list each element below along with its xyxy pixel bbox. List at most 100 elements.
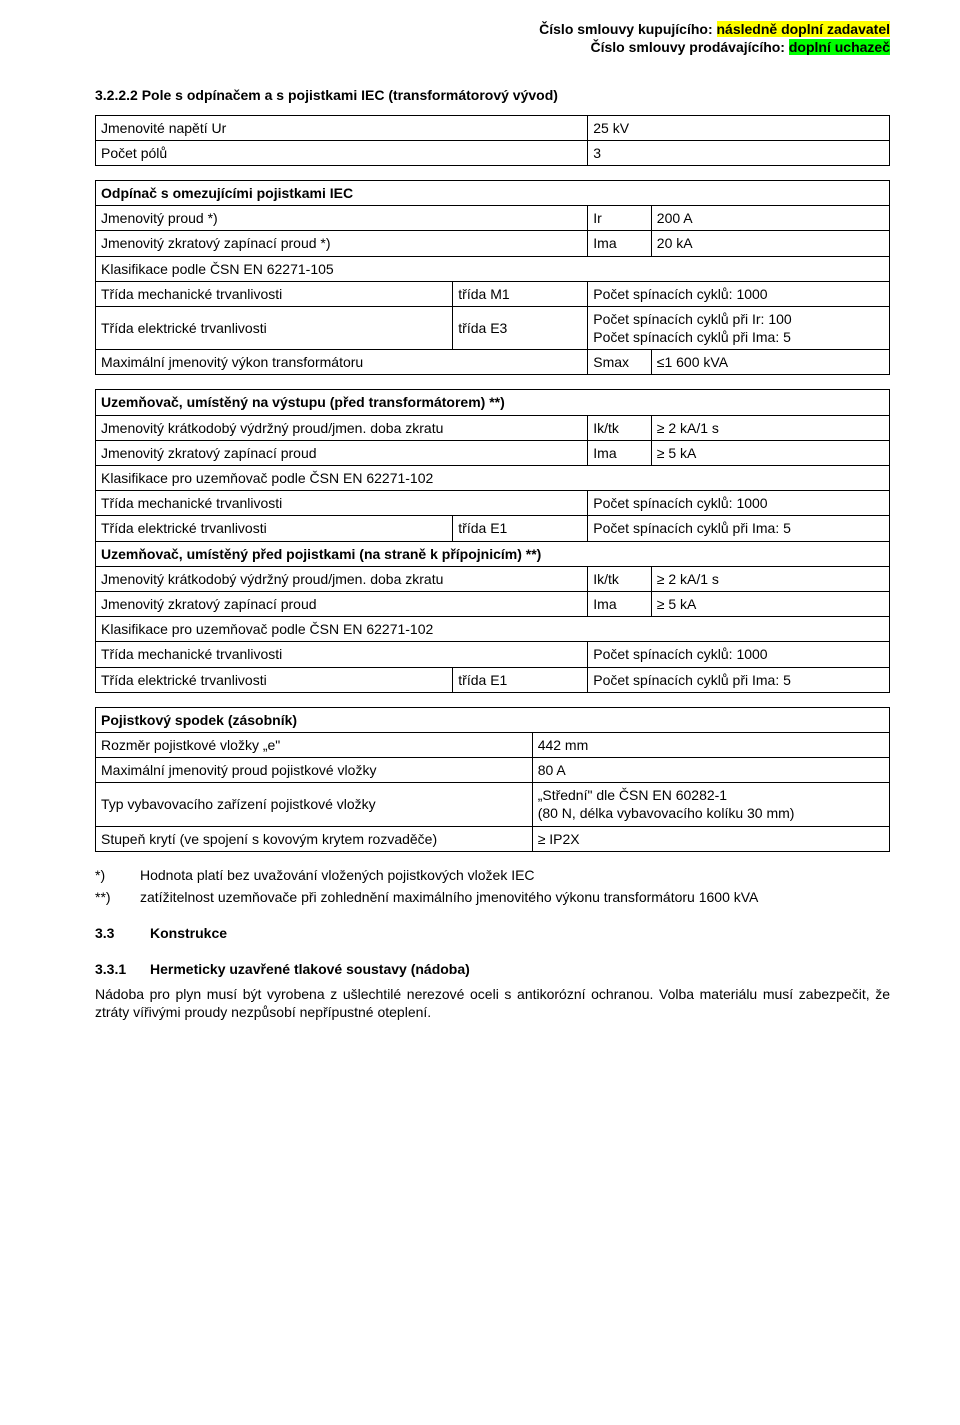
cell-label: Typ vybavovacího zařízení pojistkové vlo…: [96, 783, 533, 826]
cell-value: ≥ IP2X: [532, 826, 889, 851]
cell-label: Stupeň krytí (ve spojení s kovovým kryte…: [96, 826, 533, 851]
table-row: Třída elektrické trvanlivosti třída E1 P…: [96, 516, 890, 541]
cell-label: Třída mechanické trvanlivosti: [96, 281, 453, 306]
table-row: Jmenovitý proud *) Ir 200 A: [96, 206, 890, 231]
cell-value: Počet spínacích cyklů: 1000: [588, 281, 890, 306]
table-nominal: Jmenovité napětí Ur 25 kV Počet pólů 3: [95, 115, 890, 166]
cell-label: Jmenovité napětí Ur: [96, 115, 588, 140]
cell-symbol: Ik/tk: [588, 415, 652, 440]
group-heading: Odpínač s omezujícími pojistkami IEC: [96, 180, 890, 205]
cell-value: ≤1 600 kVA: [651, 350, 889, 375]
cell-label: Počet pólů: [96, 140, 588, 165]
table-row: Odpínač s omezujícími pojistkami IEC: [96, 180, 890, 205]
cell-symbol: Ima: [588, 591, 652, 616]
section-number: 3.3: [95, 924, 150, 942]
footnote-marker: **): [95, 888, 140, 906]
table-row: Třída mechanické trvanlivosti Počet spín…: [96, 642, 890, 667]
cell-label: Klasifikace podle ČSN EN 62271-105: [96, 256, 890, 281]
group-heading: Uzemňovač, umístěný před pojistkami (na …: [96, 541, 890, 566]
cell-label: Maximální jmenovitý proud pojistkové vlo…: [96, 758, 533, 783]
cell-label: Klasifikace pro uzemňovač podle ČSN EN 6…: [96, 466, 890, 491]
table-row: Klasifikace pro uzemňovač podle ČSN EN 6…: [96, 466, 890, 491]
cell-value: ≥ 2 kA/1 s: [651, 566, 889, 591]
cell-symbol: Ir: [588, 206, 652, 231]
table-row: Klasifikace podle ČSN EN 62271-105: [96, 256, 890, 281]
cell-value: Počet spínacích cyklů: 1000: [588, 491, 890, 516]
table-fuse-base: Pojistkový spodek (zásobník) Rozměr poji…: [95, 707, 890, 852]
section-heading: Konstrukce: [150, 924, 227, 942]
footnote-row: **) zatížitelnost uzemňovače při zohledn…: [95, 888, 890, 906]
cell-value: Počet spínacích cyklů při Ima: 5: [588, 516, 890, 541]
table-row: Maximální jmenovitý proud pojistkové vlo…: [96, 758, 890, 783]
cell-value: ≥ 5 kA: [651, 591, 889, 616]
header: Číslo smlouvy kupujícího: následně dopln…: [95, 20, 890, 56]
table-row: Počet pólů 3: [96, 140, 890, 165]
cell-value: 442 mm: [532, 732, 889, 757]
cell-symbol: Ima: [588, 440, 652, 465]
table-row: Jmenovitý krátkodobý výdržný proud/jmen.…: [96, 566, 890, 591]
table-row: Rozměr pojistkové vložky „e" 442 mm: [96, 732, 890, 757]
footnote-marker: *): [95, 866, 140, 884]
cell-value: Počet spínacích cyklů: 1000: [588, 642, 890, 667]
table-row: Klasifikace pro uzemňovač podle ČSN EN 6…: [96, 617, 890, 642]
cell-value: Počet spínacích cyklů při Ima: 5: [588, 667, 890, 692]
table-row: Třída elektrické trvanlivosti třída E3 P…: [96, 306, 890, 349]
cell-label: Jmenovitý krátkodobý výdržný proud/jmen.…: [96, 415, 588, 440]
section-title: 3.2.2.2 Pole s odpínačem a s pojistkami …: [95, 86, 890, 104]
table-row: Jmenovité napětí Ur 25 kV: [96, 115, 890, 140]
table-earthing: Uzemňovač, umístěný na výstupu (před tra…: [95, 389, 890, 692]
cell-label: Třída mechanické trvanlivosti: [96, 642, 588, 667]
section-3-3-1: 3.3.1 Hermeticky uzavřené tlakové sousta…: [95, 960, 890, 978]
section-number: 3.3.1: [95, 960, 150, 978]
cell-symbol: Ik/tk: [588, 566, 652, 591]
header-line2-highlight: doplní uchazeč: [789, 39, 890, 55]
footnotes: *) Hodnota platí bez uvažování vložených…: [95, 866, 890, 906]
cell-symbol: Ima: [588, 231, 652, 256]
table-row: Uzemňovač, umístěný na výstupu (před tra…: [96, 390, 890, 415]
cell-value: 20 kA: [651, 231, 889, 256]
group-heading: Uzemňovač, umístěný na výstupu (před tra…: [96, 390, 890, 415]
cell-value: „Střední" dle ČSN EN 60282-1 (80 N, délk…: [532, 783, 889, 826]
table-row: Typ vybavovacího zařízení pojistkové vlo…: [96, 783, 890, 826]
header-line1-prefix: Číslo smlouvy kupujícího:: [539, 21, 716, 37]
section-heading: Hermeticky uzavřené tlakové soustavy (ná…: [150, 960, 470, 978]
header-line-2: Číslo smlouvy prodávajícího: doplní ucha…: [95, 38, 890, 56]
table-row: Jmenovitý zkratový zapínací proud Ima ≥ …: [96, 440, 890, 465]
cell-label: Jmenovitý zkratový zapínací proud: [96, 591, 588, 616]
footnote-text: zatížitelnost uzemňovače při zohlednění …: [140, 888, 890, 906]
cell-label: Rozměr pojistkové vložky „e": [96, 732, 533, 757]
section-body: Nádoba pro plyn musí být vyrobena z ušle…: [95, 985, 890, 1021]
table-row: Třída mechanické trvanlivosti Počet spín…: [96, 491, 890, 516]
header-line1-highlight: následně doplní zadavatel: [717, 21, 891, 37]
table-row: Jmenovitý krátkodobý výdržný proud/jmen.…: [96, 415, 890, 440]
table-row: Jmenovitý zkratový zapínací proud *) Ima…: [96, 231, 890, 256]
cell-label: Třída elektrické trvanlivosti: [96, 516, 453, 541]
cell-label: Jmenovitý zkratový zapínací proud: [96, 440, 588, 465]
cell-class: třída E1: [453, 516, 588, 541]
table-row: Stupeň krytí (ve spojení s kovovým kryte…: [96, 826, 890, 851]
cell-value: ≥ 2 kA/1 s: [651, 415, 889, 440]
cell-value: 3: [588, 140, 890, 165]
cell-value: 25 kV: [588, 115, 890, 140]
cell-value: 200 A: [651, 206, 889, 231]
cell-value: 80 A: [532, 758, 889, 783]
cell-class: třída M1: [453, 281, 588, 306]
cell-label: Třída elektrické trvanlivosti: [96, 667, 453, 692]
table-row: Pojistkový spodek (zásobník): [96, 707, 890, 732]
page: Číslo smlouvy kupujícího: následně dopln…: [0, 0, 960, 1061]
table-row: Maximální jmenovitý výkon transformátoru…: [96, 350, 890, 375]
cell-value: ≥ 5 kA: [651, 440, 889, 465]
cell-class: třída E3: [453, 306, 588, 349]
cell-label: Klasifikace pro uzemňovač podle ČSN EN 6…: [96, 617, 890, 642]
table-row: Uzemňovač, umístěný před pojistkami (na …: [96, 541, 890, 566]
table-row: Třída elektrické trvanlivosti třída E1 P…: [96, 667, 890, 692]
group-heading: Pojistkový spodek (zásobník): [96, 707, 890, 732]
footnote-row: *) Hodnota platí bez uvažování vložených…: [95, 866, 890, 884]
cell-label: Třída elektrické trvanlivosti: [96, 306, 453, 349]
cell-label: Jmenovitý krátkodobý výdržný proud/jmen.…: [96, 566, 588, 591]
header-line-1: Číslo smlouvy kupujícího: následně dopln…: [95, 20, 890, 38]
cell-label: Maximální jmenovitý výkon transformátoru: [96, 350, 588, 375]
cell-label: Jmenovitý zkratový zapínací proud *): [96, 231, 588, 256]
section-3-3: 3.3 Konstrukce: [95, 924, 890, 942]
cell-label: Jmenovitý proud *): [96, 206, 588, 231]
